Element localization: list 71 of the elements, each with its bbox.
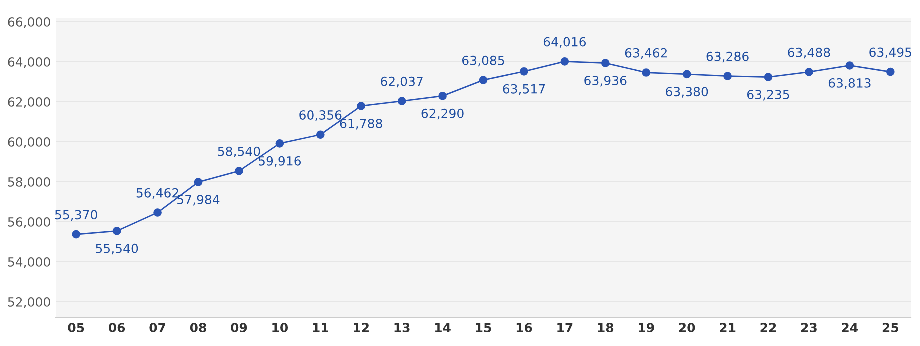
y-tick-label: 66,000: [8, 17, 50, 28]
x-tick-label: 14: [436, 323, 451, 332]
point: [601, 59, 610, 68]
x-tick-label: 25: [882, 323, 898, 333]
point: [72, 230, 81, 239]
data-label: 55,370: [55, 210, 98, 221]
point: [235, 167, 244, 176]
y-tick-label: 60,000: [8, 137, 50, 148]
x-tick-label: 19: [639, 323, 654, 333]
point: [520, 67, 528, 76]
data-label: 63,517: [503, 84, 546, 96]
y-tick-label: 64,000: [8, 57, 50, 68]
y-tick-label: 58,000: [8, 177, 50, 188]
y-tick-label: 62,000: [8, 97, 50, 108]
x-tick-label: 15: [476, 323, 492, 333]
data-label: 55,540: [96, 244, 138, 255]
point: [724, 72, 732, 80]
point: [764, 73, 773, 82]
x-tick-label: 09: [231, 323, 248, 333]
x-tick-label: 22: [760, 323, 776, 332]
data-label: 58,540: [218, 146, 260, 158]
point: [642, 68, 651, 77]
data-label: 63,936: [584, 76, 627, 87]
data-label: 61,788: [340, 118, 382, 130]
data-label: 59,916: [259, 156, 302, 168]
x-tick-label: 08: [190, 323, 206, 333]
point: [112, 227, 122, 236]
point: [682, 70, 692, 79]
data-label: 64,016: [544, 37, 586, 48]
y-tick-label: 56,000: [8, 217, 50, 228]
point: [316, 130, 325, 140]
x-tick-label: 12: [354, 323, 369, 332]
point: [886, 68, 895, 76]
x-tick-label: 21: [720, 323, 736, 332]
point: [438, 92, 447, 100]
data-label: 63,380: [666, 87, 708, 98]
point: [479, 76, 488, 84]
data-label: 63,462: [625, 48, 667, 60]
x-tick-label: 18: [598, 323, 614, 333]
x-tick-label: 20: [679, 323, 696, 333]
x-tick-label: 07: [150, 323, 166, 333]
point: [846, 62, 854, 70]
data-label: 62,290: [422, 108, 464, 120]
point: [805, 68, 814, 76]
x-tick-label: 16: [516, 323, 532, 333]
data-label: 56,462: [136, 188, 178, 200]
x-tick-label: 05: [68, 323, 84, 333]
data-label: 60,356: [300, 110, 342, 122]
data-label: 63,813: [828, 78, 871, 90]
data-label: 63,495: [870, 48, 912, 58]
x-tick-label: 13: [394, 323, 410, 333]
x-tick-label: 24: [842, 323, 858, 332]
point: [398, 97, 406, 106]
data-label: 63,286: [706, 52, 749, 63]
data-label: 63,235: [748, 90, 790, 101]
x-tick-label: 17: [558, 323, 573, 332]
x-tick-label: 11: [313, 323, 328, 332]
point: [194, 178, 203, 186]
data-label: 63,085: [462, 56, 504, 67]
y-tick-label: 52,000: [8, 297, 50, 308]
point: [276, 140, 284, 148]
x-tick-label: 23: [802, 323, 817, 333]
point: [357, 102, 366, 110]
point: [154, 208, 162, 217]
x-tick-label: 06: [108, 323, 126, 333]
data-label: 63,488: [788, 48, 830, 59]
data-label: 62,037: [381, 76, 423, 88]
x-tick-label: 10: [272, 323, 288, 333]
data-label: 57,984: [178, 195, 220, 206]
y-tick-label: 54,000: [8, 257, 50, 268]
point: [560, 58, 570, 66]
